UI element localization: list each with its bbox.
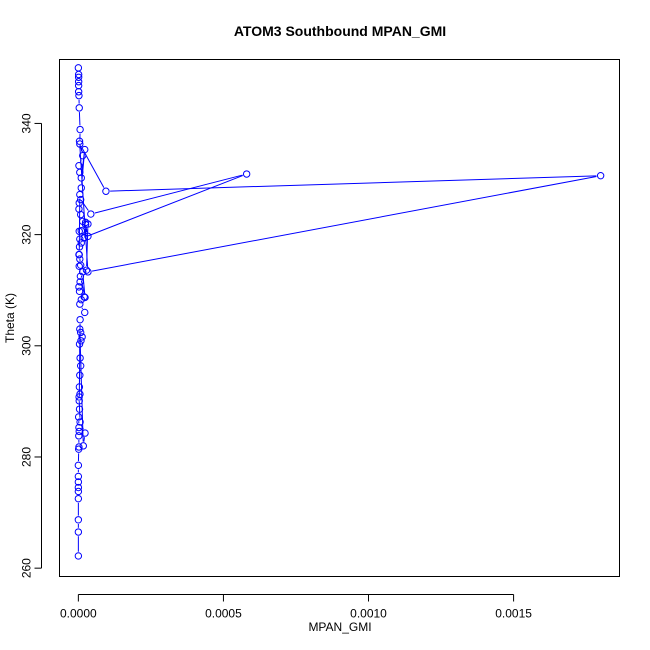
- data-point: [75, 227, 83, 235]
- data-point: [78, 333, 86, 341]
- series-line-segment: [83, 437, 85, 442]
- data-point: [76, 195, 85, 204]
- data-point: [75, 405, 84, 413]
- data-point: [76, 371, 84, 379]
- data-point: [74, 472, 83, 481]
- y-tick-label: 320: [20, 224, 34, 244]
- series-line-segment: [80, 280, 85, 294]
- series-line-segment: [79, 145, 89, 268]
- data-point: [74, 494, 83, 503]
- plot-frame: [59, 59, 620, 577]
- data-point: [75, 104, 83, 112]
- data-point: [75, 161, 83, 170]
- data-point: [74, 461, 83, 470]
- data-point: [75, 443, 83, 451]
- data-point: [74, 487, 83, 496]
- data-point: [76, 325, 84, 333]
- data-point: [75, 137, 84, 145]
- data-point: [75, 283, 83, 291]
- series-line-segment: [78, 112, 81, 126]
- x-tick-label: 0.0010: [350, 607, 387, 621]
- data-point: [81, 293, 89, 302]
- series-layer: [74, 64, 605, 560]
- data-point: [75, 432, 83, 440]
- y-tick-label: 340: [20, 113, 34, 133]
- x-axis-label: MPAN_GMI: [308, 620, 371, 634]
- data-point: [76, 362, 85, 370]
- data-point: [76, 354, 84, 362]
- series-line-segment: [81, 307, 84, 310]
- data-point: [75, 383, 84, 391]
- data-point: [76, 261, 85, 269]
- data-point: [75, 397, 83, 405]
- data-point: [74, 516, 83, 524]
- y-tick-label: 260: [20, 558, 34, 578]
- data-point: [74, 81, 83, 90]
- series-line-segment: [94, 174, 243, 214]
- data-point: [74, 73, 83, 81]
- data-point: [75, 205, 83, 213]
- y-axis: 260 280 300 320 340: [20, 113, 42, 578]
- data-point: [79, 442, 87, 450]
- series-line-segment: [87, 175, 243, 237]
- data-point: [75, 243, 84, 251]
- data-point: [75, 287, 84, 296]
- x-tick-label: 0.0005: [205, 607, 242, 621]
- data-point: [84, 268, 92, 276]
- series-line-segment: [82, 275, 86, 294]
- data-point: [74, 78, 83, 86]
- data-point: [74, 528, 83, 536]
- series-line-segment: [110, 175, 597, 192]
- data-point: [76, 300, 84, 308]
- data-point: [76, 328, 85, 337]
- data-point: [76, 140, 84, 148]
- series-line-segment: [91, 175, 597, 272]
- data-point: [81, 308, 89, 317]
- data-point: [76, 418, 84, 426]
- data-point: [74, 64, 83, 72]
- series-line-segment: [78, 405, 81, 418]
- data-point: [76, 190, 84, 199]
- data-point: [75, 340, 84, 348]
- data-point: [74, 88, 83, 96]
- y-axis-label: Theta (K): [3, 293, 17, 343]
- data-point: [84, 232, 92, 240]
- data-point: [74, 478, 83, 486]
- data-point: [87, 210, 95, 218]
- data-point: [82, 266, 91, 274]
- data-point: [76, 272, 85, 281]
- data-point: [79, 151, 87, 160]
- data-point: [74, 552, 83, 560]
- data-point: [74, 483, 83, 492]
- data-point: [79, 268, 87, 276]
- data-point: [242, 170, 251, 178]
- data-point: [77, 184, 85, 192]
- x-axis: 0.0000 0.0005 0.0010 0.0015: [60, 594, 532, 621]
- data-point: [80, 233, 88, 242]
- data-point: [75, 91, 83, 100]
- x-tick-label: 0.0000: [60, 607, 97, 621]
- data-point: [84, 220, 92, 228]
- chart-title: ATOM3 Southbound MPAN_GMI: [234, 23, 446, 39]
- data-point: [75, 423, 83, 432]
- data-point: [76, 278, 84, 286]
- data-point: [81, 429, 89, 437]
- data-point: [76, 235, 84, 243]
- data-point: [75, 262, 83, 270]
- y-tick-label: 280: [20, 447, 34, 467]
- data-point: [596, 171, 605, 180]
- data-point: [102, 187, 110, 195]
- x-tick-label: 0.0015: [495, 607, 532, 621]
- data-point: [74, 413, 83, 421]
- data-point: [75, 199, 83, 207]
- data-point: [77, 174, 85, 182]
- data-point: [76, 315, 84, 324]
- y-tick-label: 300: [20, 335, 34, 355]
- data-point: [75, 250, 83, 259]
- data-point: [76, 125, 84, 134]
- data-point: [77, 337, 85, 345]
